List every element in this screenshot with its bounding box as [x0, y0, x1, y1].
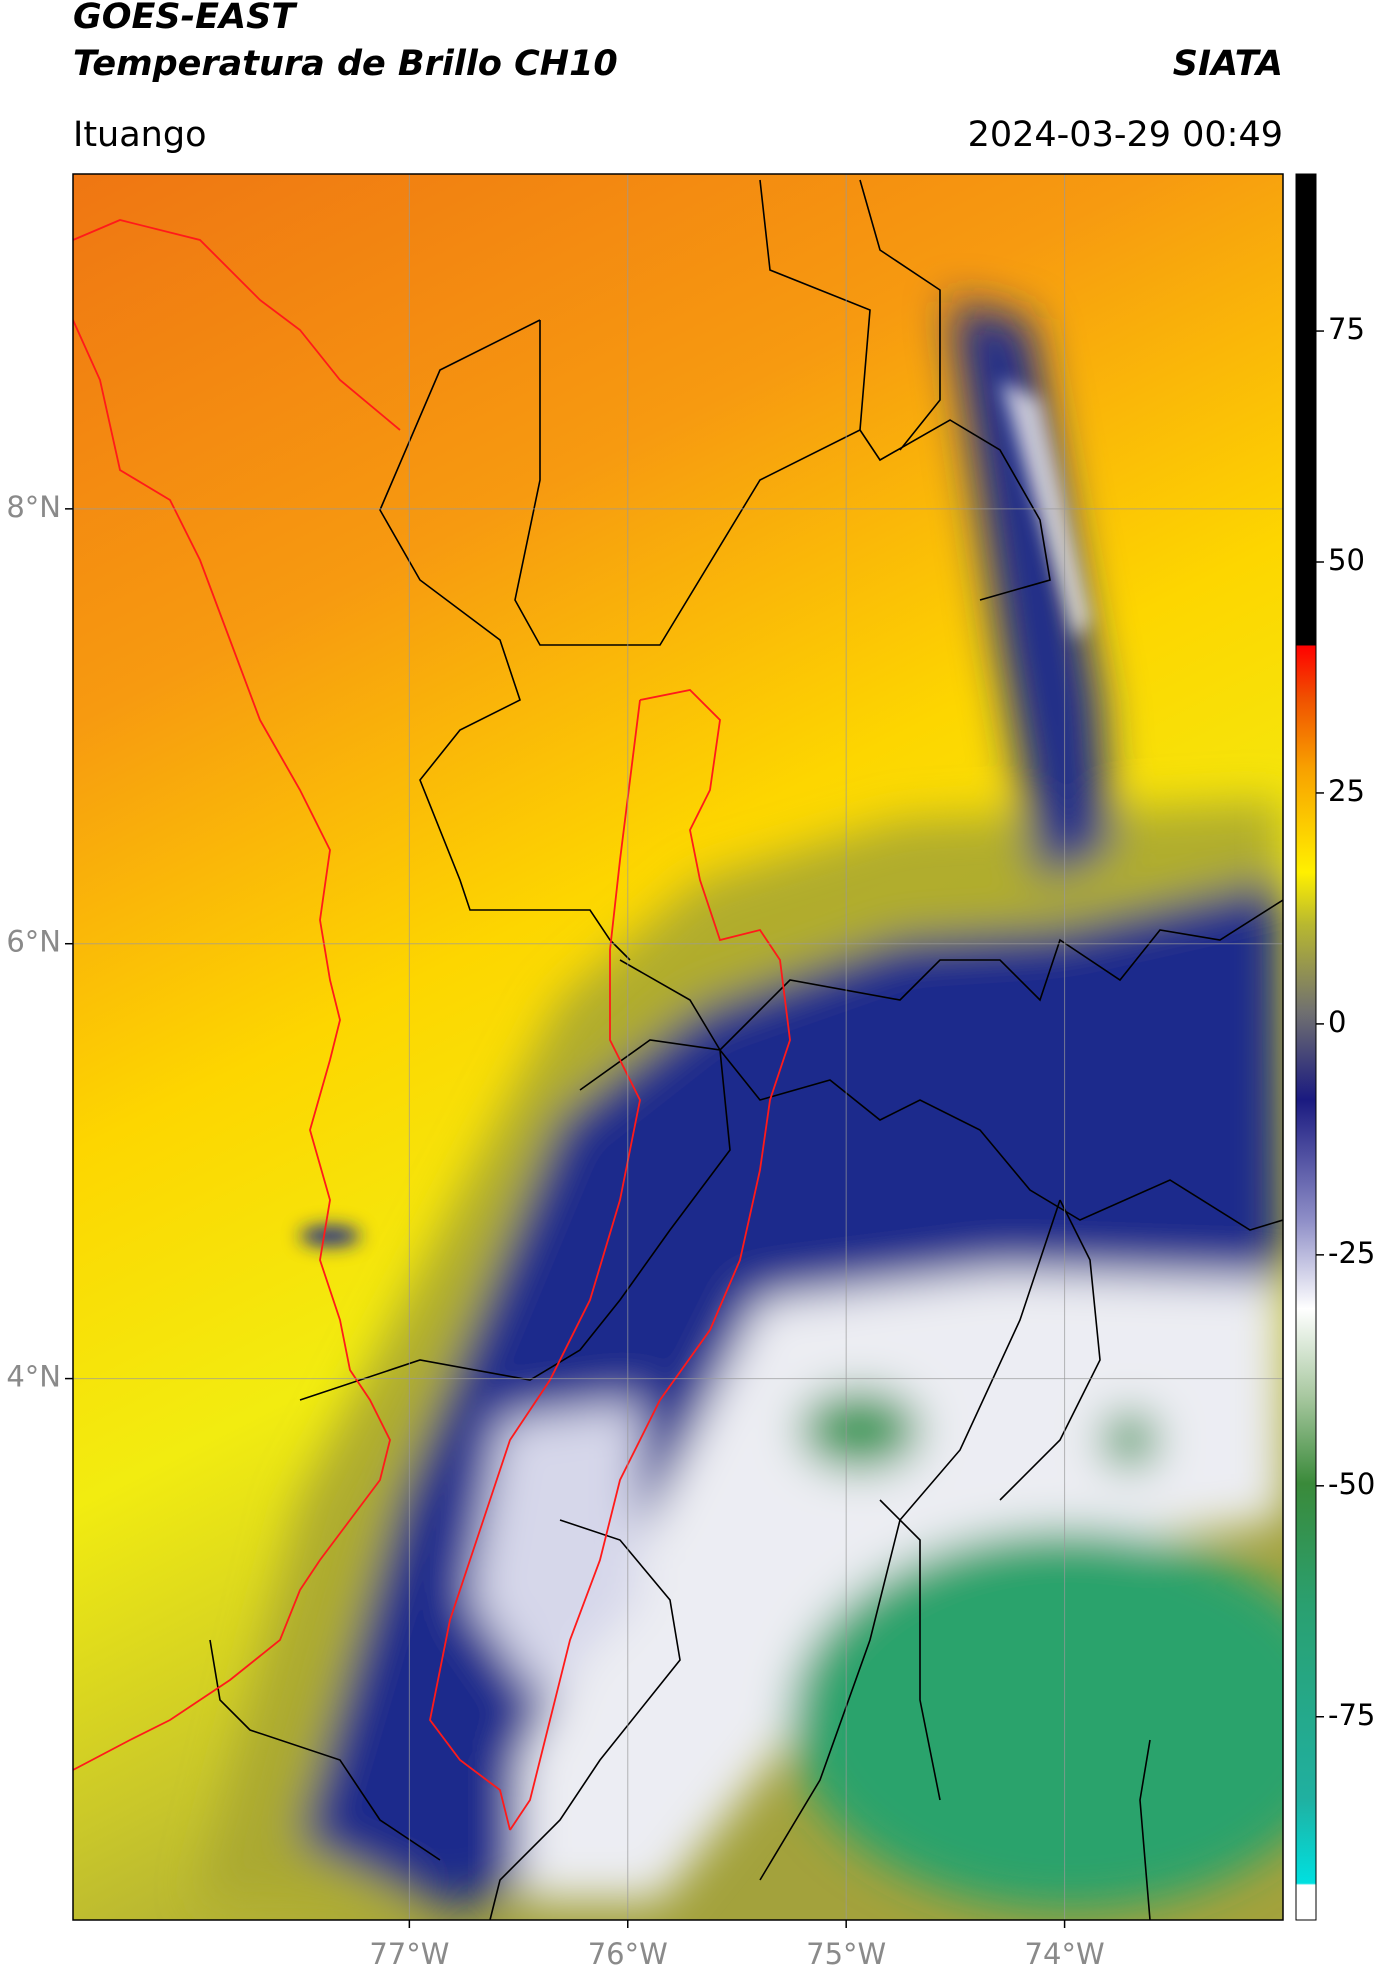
- colorbar-tick-label: -75: [1328, 1698, 1375, 1732]
- colorbar-tick-label: -50: [1328, 1467, 1375, 1501]
- timestamp-label: 2024-03-29 00:49: [968, 115, 1283, 155]
- lon-tick-label: 76°W: [588, 1937, 668, 1971]
- grid: [73, 174, 1283, 1920]
- colorbar-tick-label: -25: [1328, 1236, 1375, 1270]
- colorbar-tick-label: 25: [1328, 774, 1365, 808]
- colorbar: [1295, 173, 1317, 1921]
- lat-tick-label: 6°N: [6, 925, 61, 959]
- cloud-streaks: [300, 380, 1090, 1246]
- location-label: Ituango: [73, 115, 207, 155]
- cloud-field: [200, 300, 1283, 1910]
- satellite-title: GOES-EAST: [73, 0, 298, 37]
- map-frame: [72, 173, 1284, 1921]
- lat-tick-label: 8°N: [6, 490, 61, 524]
- lat-tick-label: 4°N: [6, 1360, 61, 1394]
- source-label: SIATA: [1173, 44, 1283, 84]
- admin-borders: [209, 179, 1283, 1920]
- lon-tick-label: 74°W: [1025, 1937, 1105, 1971]
- colorbar-tick-label: 50: [1328, 543, 1365, 577]
- coastline-and-basin: [73, 219, 791, 1831]
- satellite-image: [73, 174, 1283, 1920]
- lon-tick-label: 75°W: [806, 1937, 886, 1971]
- product-title: Temperatura de Brillo CH10: [73, 44, 618, 84]
- lon-tick-label: 77°W: [369, 1937, 449, 1971]
- colorbar-tick-label: 75: [1328, 312, 1365, 346]
- colorbar-tick-label: 0: [1328, 1005, 1346, 1039]
